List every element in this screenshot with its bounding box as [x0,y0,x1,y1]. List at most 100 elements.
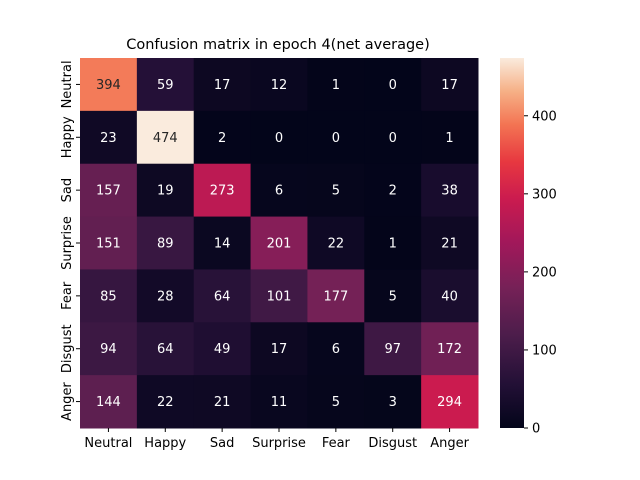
x-tick-label: Disgust [368,436,417,451]
y-tick-label: Anger [60,382,75,421]
heatmap-cell [193,375,252,429]
cell-value-label: 1 [445,131,453,146]
cell-value-label: 2 [389,184,397,199]
y-tick-label: Surprise [60,216,75,270]
heatmap-cell [421,110,479,165]
y-tick-label: Disgust [60,324,75,373]
heatmap-cell [250,58,308,112]
y-tick-label: Neutral [60,60,75,108]
cell-value-label: 172 [437,342,462,357]
heatmap-cell [307,163,365,218]
cell-value-label: 3 [389,395,397,410]
heatmap-cell [193,110,252,165]
heatmap-cell [193,216,252,270]
cell-value-label: 0 [389,131,397,146]
cell-value-label: 2 [218,131,226,146]
heatmap-cell [136,110,195,165]
cell-value-label: 85 [100,289,117,304]
colorbar-tick-label: 100 [532,343,557,358]
cell-value-label: 201 [267,236,292,251]
cell-value-label: 0 [275,131,283,146]
heatmap-cell [250,322,308,376]
heatmap-cell [307,110,365,165]
cell-value-label: 101 [267,289,292,304]
heatmap-cell [136,216,195,270]
heatmap-cell [364,110,422,165]
cell-value-label: 17 [441,78,458,93]
cell-value-label: 157 [96,184,121,199]
cell-value-label: 394 [96,78,121,93]
cell-value-label: 177 [323,289,348,304]
cell-value-label: 49 [214,342,231,357]
heatmap-cell [307,58,365,112]
heatmap-cell [421,375,479,429]
cell-value-label: 17 [214,78,231,93]
heatmap-cell [136,322,195,376]
y-tick-label: Sad [60,178,75,202]
heatmap-cell [307,216,365,270]
colorbar-tick-label: 0 [532,421,540,436]
cell-value-label: 19 [157,184,174,199]
heatmap-cell [307,375,365,429]
heatmap-cell [421,163,479,218]
heatmap-cell [250,216,308,270]
heatmap-cell [421,216,479,270]
heatmap-cell [421,269,479,323]
cell-value-label: 64 [157,342,174,357]
x-axis: Neutral Happy Sad Surprise Fear Disgust Anger [84,427,470,451]
heatmap-cell [364,322,422,376]
cell-value-label: 0 [332,131,340,146]
heatmap-cell [250,163,308,218]
colorbar-tick-label: 200 [532,265,557,280]
heatmap-cell [193,322,252,376]
y-axis: Neutral Happy Sad Surprise Fear Disgust Anger [60,60,80,421]
heatmap-cell [307,322,365,376]
heatmap-cell [80,375,138,429]
heatmap-cell [421,58,479,112]
heatmap-cell [250,375,308,429]
cell-value-label: 40 [441,289,458,304]
x-tick-label: Surprise [252,436,306,451]
heatmap-cell [193,269,252,323]
heatmap-cell [80,58,138,112]
cell-value-label: 21 [441,236,458,251]
colorbar-tick-label: 300 [532,187,557,202]
heatmap-cell [364,216,422,270]
cell-value-label: 273 [210,184,235,199]
heatmap-cell [193,163,252,218]
heatmap-cell [364,58,422,112]
heatmap-cell [250,269,308,323]
cell-value-label: 474 [153,131,178,146]
cell-value-label: 23 [100,131,117,146]
cell-value-label: 38 [441,184,458,199]
heatmap-cell [364,163,422,218]
heatmap-cell [80,269,138,323]
heatmap-cell [136,269,195,323]
colorbar-gradient [500,58,524,428]
cell-value-label: 1 [332,78,340,93]
heatmap-cell [80,110,138,165]
cell-value-label: 151 [96,236,121,251]
cell-value-label: 17 [271,342,288,357]
cell-value-label: 97 [384,342,401,357]
cell-value-label: 59 [157,78,174,93]
heatmap-cell [136,58,195,112]
cell-value-label: 1 [389,236,397,251]
cell-value-label: 22 [328,236,345,251]
cell-value-label: 22 [157,395,174,410]
cell-value-label: 12 [271,78,288,93]
x-tick-label: Happy [144,436,186,451]
heatmap-cell [136,163,195,218]
heatmap-cell [80,163,138,218]
x-tick-label: Sad [210,436,234,451]
y-tick-label: Happy [60,116,75,158]
cell-value-label: 11 [271,395,288,410]
heatmap-cell [193,58,252,112]
cell-value-label: 64 [214,289,231,304]
heatmap-cell [80,322,138,376]
cell-value-label: 14 [214,236,231,251]
cell-value-label: 28 [157,289,174,304]
cell-value-label: 0 [389,78,397,93]
